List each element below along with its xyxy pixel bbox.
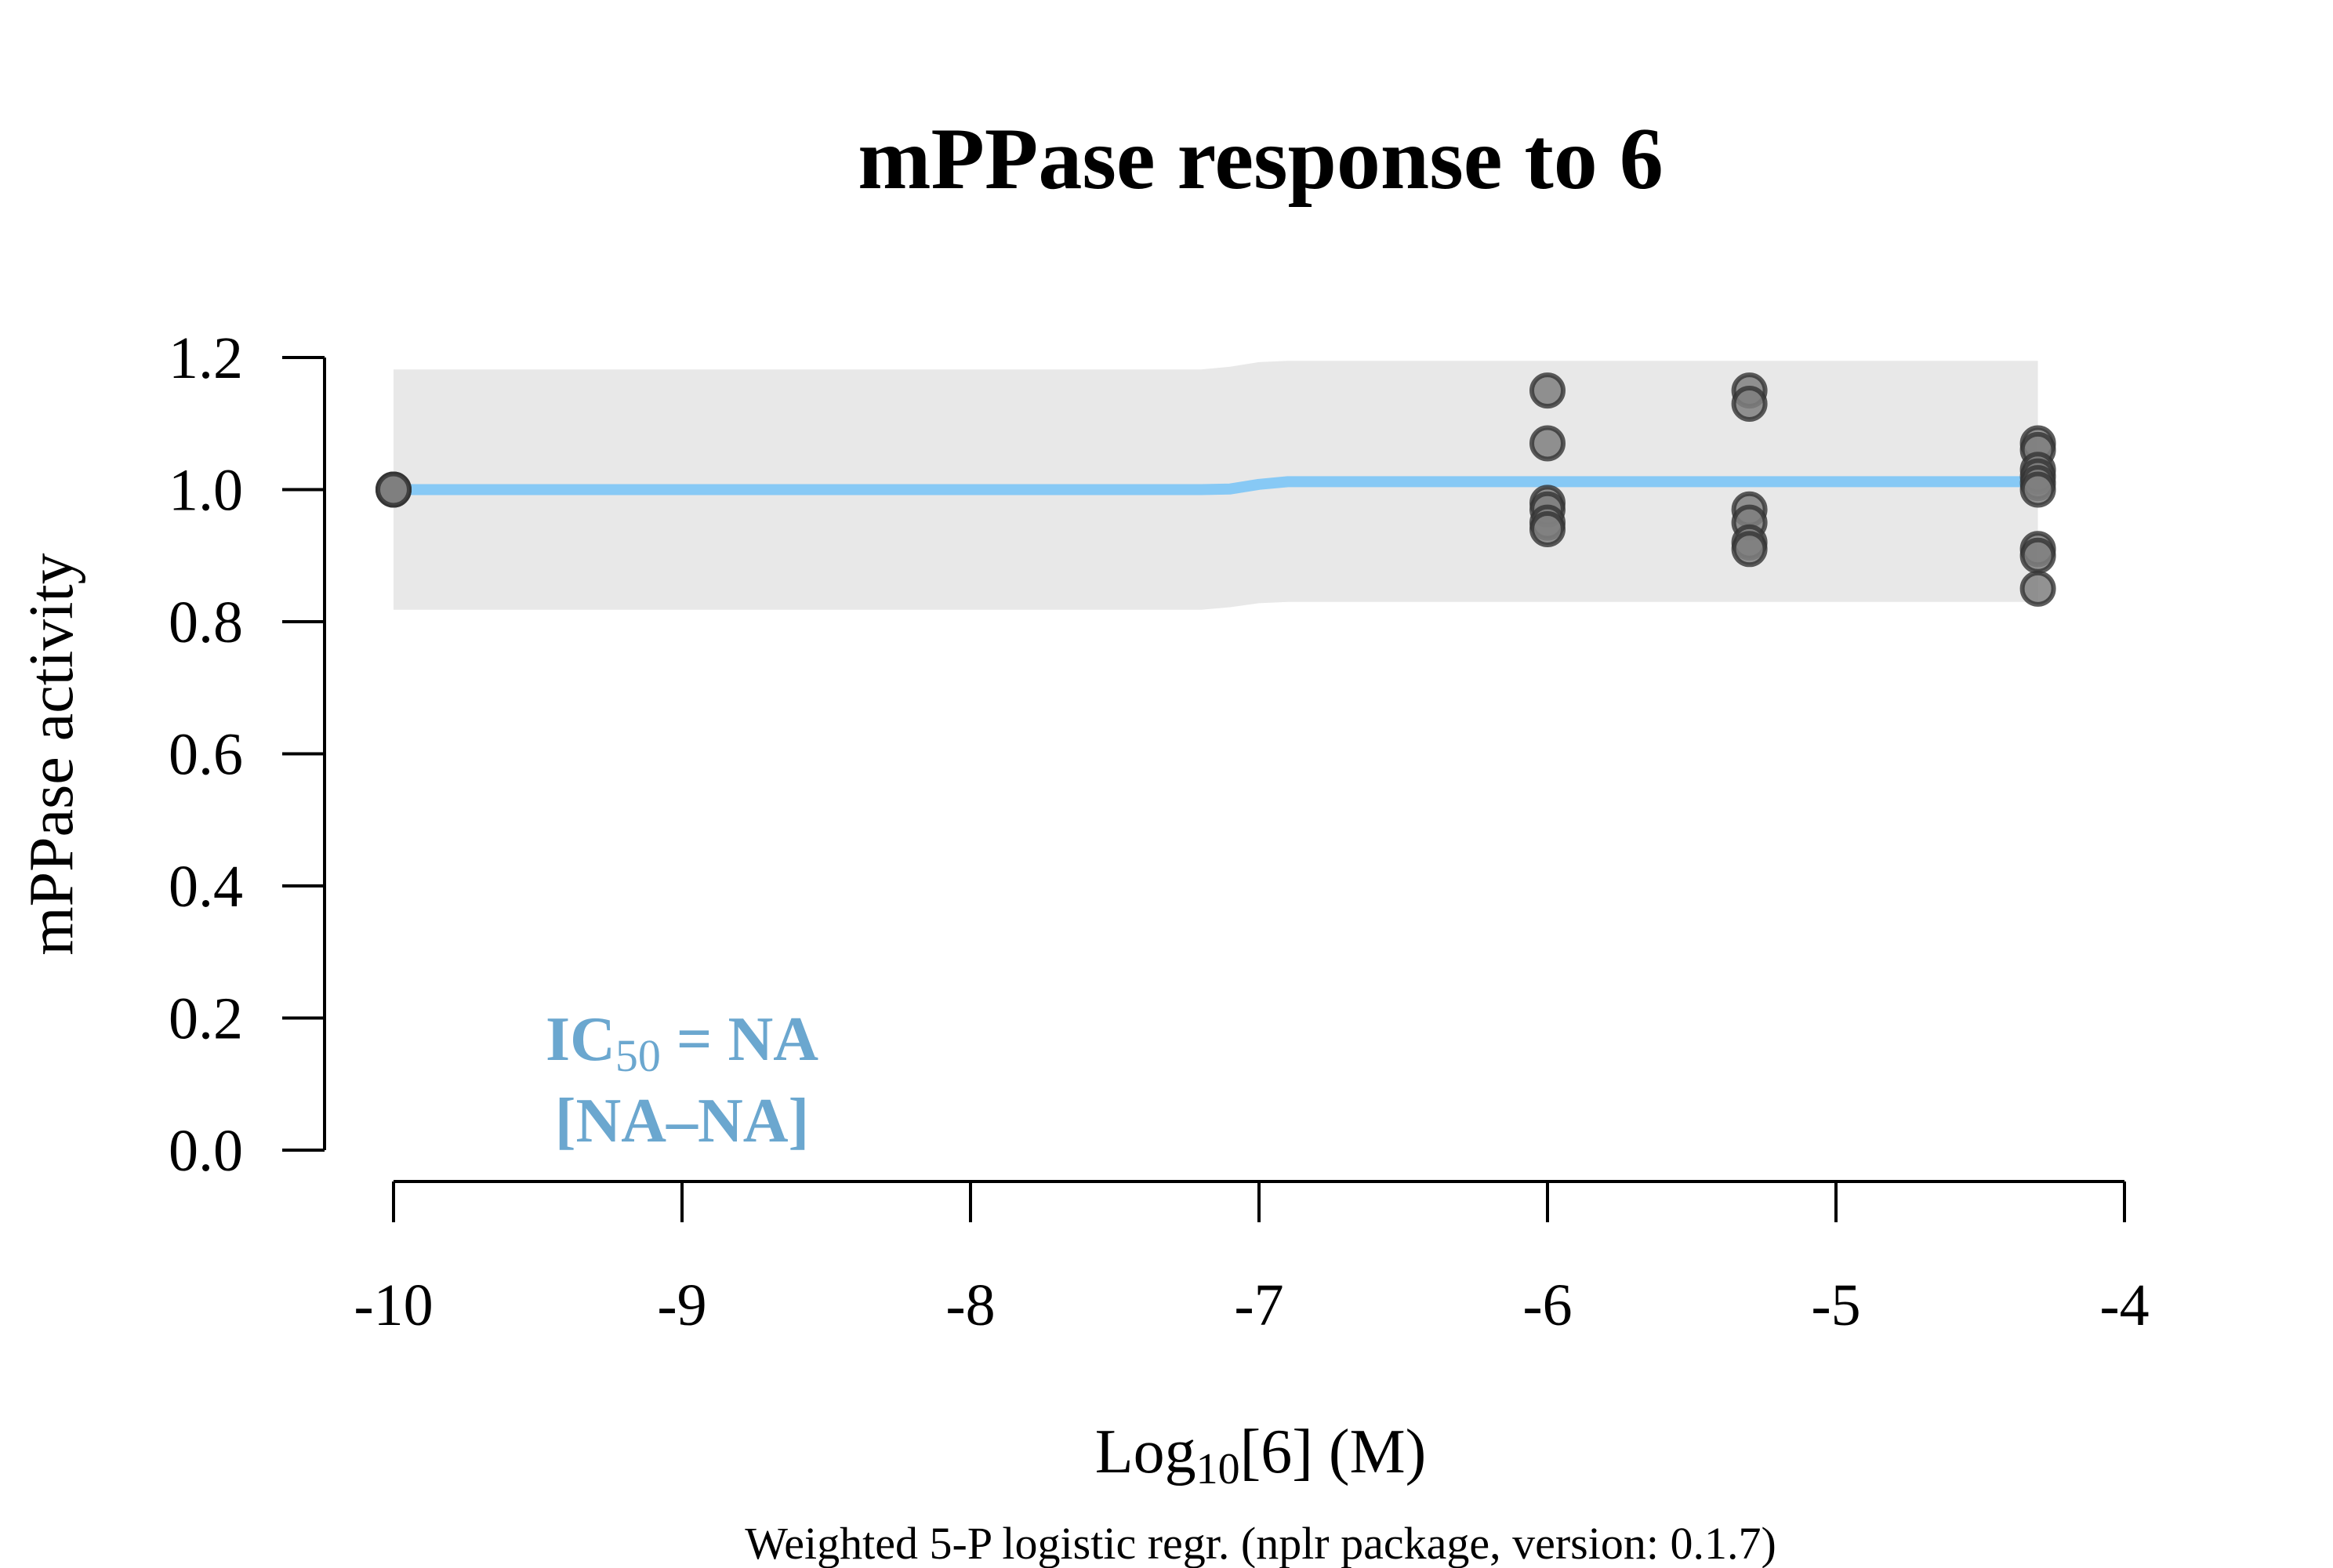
data-point bbox=[1529, 372, 1566, 409]
data-points bbox=[376, 372, 2056, 607]
chart-title: mPPase response to 6 bbox=[858, 111, 1664, 208]
x-tick-label: -6 bbox=[1522, 1272, 1572, 1338]
y-tick-label: 0.0 bbox=[169, 1118, 243, 1184]
x-axis-label-prefix: Log bbox=[1095, 1417, 1196, 1486]
data-point bbox=[1529, 511, 1566, 547]
y-tick-label: 0.2 bbox=[169, 986, 243, 1052]
x-tick-label: -4 bbox=[2099, 1272, 2149, 1338]
x-tick-label: -9 bbox=[657, 1272, 706, 1338]
y-tick-label: 1.2 bbox=[169, 325, 243, 391]
ic50-label-prefix: IC bbox=[546, 1005, 615, 1074]
y-tick-label: 0.6 bbox=[169, 722, 243, 788]
method-footnote: Weighted 5-P logistic regr. (nplr packag… bbox=[745, 1518, 1776, 1568]
y-tick-label: 0.4 bbox=[169, 854, 243, 920]
x-tick-label: -7 bbox=[1234, 1272, 1283, 1338]
y-tick-label: 1.0 bbox=[169, 458, 243, 524]
ic50-annotation: IC50 = NA bbox=[546, 1005, 818, 1081]
x-tick-label: -8 bbox=[945, 1272, 995, 1338]
x-axis-label-subscript: 10 bbox=[1196, 1445, 1240, 1494]
x-tick-label: -5 bbox=[1811, 1272, 1860, 1338]
ic50-ci-annotation: [NA–NA] bbox=[555, 1087, 809, 1156]
x-axis: -10 -9 -8 -7 -6 -5 -4 bbox=[354, 1180, 2150, 1338]
data-point bbox=[2019, 537, 2056, 574]
ic50-label-value: = NA bbox=[661, 1005, 818, 1074]
fit-curve bbox=[388, 476, 2044, 495]
data-point bbox=[1529, 425, 1566, 462]
ic50-label-subscript: 50 bbox=[615, 1030, 661, 1081]
data-point bbox=[2019, 570, 2056, 607]
y-tick-label: 0.8 bbox=[169, 590, 243, 655]
x-axis-label: Log10[6] (M) bbox=[1095, 1417, 1427, 1494]
x-tick-label: -10 bbox=[354, 1272, 433, 1338]
data-point bbox=[376, 471, 412, 508]
data-point bbox=[1731, 386, 1768, 422]
y-axis: 0.0 0.2 0.4 0.6 0.8 1.0 1.2 bbox=[169, 325, 326, 1184]
x-axis-label-suffix: [6] (M) bbox=[1240, 1417, 1427, 1486]
fit-curve-layer bbox=[388, 476, 2044, 495]
data-point bbox=[2019, 471, 2056, 508]
data-point bbox=[1731, 531, 1768, 568]
y-axis-label: mPPase activity bbox=[17, 553, 86, 955]
